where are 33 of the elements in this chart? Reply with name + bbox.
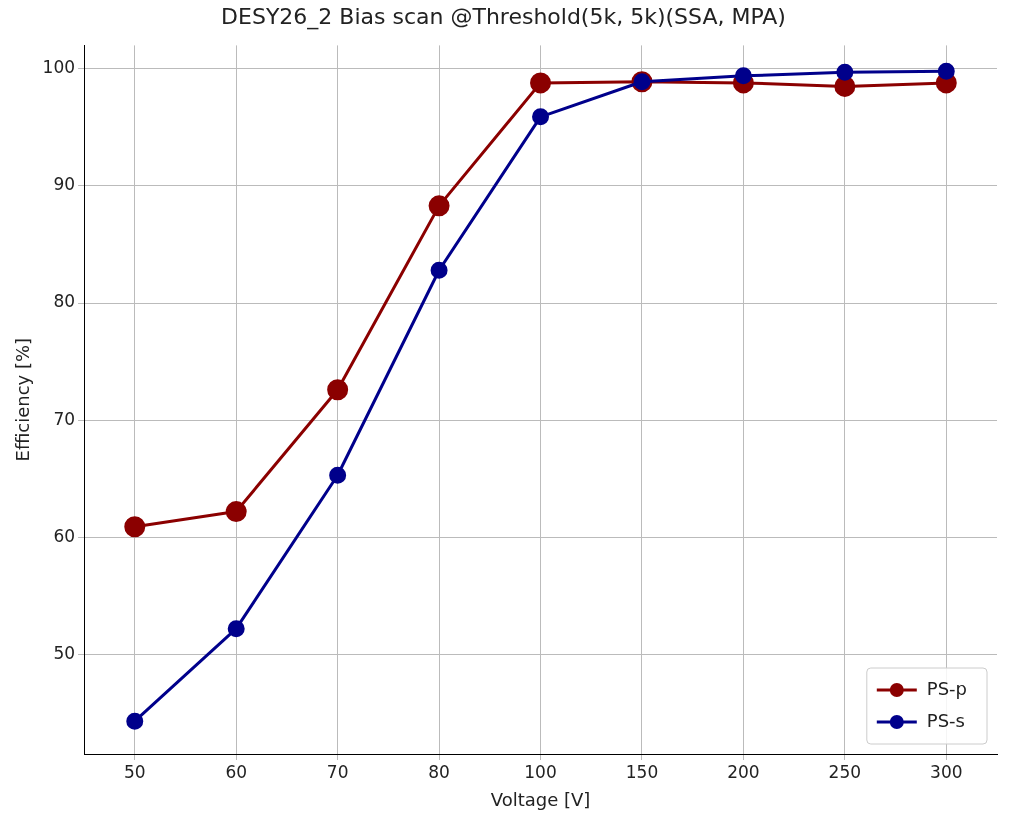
y-tick-label: 90 [53, 174, 76, 195]
x-tick-label: 300 [930, 761, 963, 782]
y-tick-label: 50 [53, 642, 76, 663]
y-tick-label: 100 [42, 57, 76, 78]
x-tick-label: 50 [123, 761, 146, 782]
point [227, 620, 245, 638]
point [428, 195, 450, 217]
x-tick-label: 80 [428, 761, 450, 782]
legend-label: PS-p [926, 677, 967, 699]
point [327, 379, 349, 401]
point [530, 72, 552, 94]
y-tick-label: 60 [53, 525, 76, 546]
point [532, 108, 550, 126]
point [124, 516, 146, 538]
y-tick-label: 80 [53, 291, 76, 312]
legend-label: PS-s [926, 709, 965, 731]
x-tick-label: 70 [326, 761, 349, 782]
point [225, 501, 247, 523]
x-axis-title: Voltage [V] [490, 788, 591, 810]
point [329, 466, 347, 484]
x-tick-label: 60 [225, 761, 248, 782]
x-tick-label: 250 [828, 761, 862, 782]
y-tick-label: 70 [53, 408, 76, 429]
point [126, 712, 144, 730]
point [734, 67, 752, 85]
point [937, 62, 955, 80]
point [430, 261, 448, 279]
chart-title: DESY26_2 Bias scan @Threshold(5k, 5k)(SSA, MPA) [221, 3, 786, 30]
y-axis-title: Efficiency [%] [12, 337, 34, 462]
x-tick-label: 150 [625, 761, 659, 782]
x-tick-label: 100 [524, 761, 557, 782]
point [836, 63, 854, 81]
x-tick-label: 200 [727, 761, 760, 782]
